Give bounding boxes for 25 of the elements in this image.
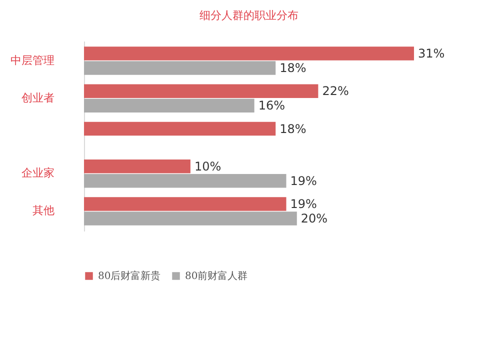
data-label: 20% (300, 211, 328, 226)
y-tick-label: 创业者 (22, 91, 54, 104)
data-label: 31% (418, 46, 445, 61)
bar (84, 61, 276, 75)
data-label: 19% (290, 197, 317, 212)
data-label: 18% (280, 60, 306, 75)
legend-label: 80前财富人群 (185, 270, 248, 282)
bar (84, 197, 286, 211)
legend-label: 80后财富新贵 (98, 270, 161, 282)
y-tick-label: 其他 (32, 204, 54, 218)
y-tick-label: 企业家 (22, 166, 54, 180)
data-label: 22% (322, 84, 349, 98)
bar (84, 98, 254, 112)
bar (84, 174, 286, 188)
bar (84, 212, 297, 226)
bar (84, 122, 276, 136)
data-label: 18% (280, 122, 306, 136)
y-tick-label: 中层管理 (10, 54, 54, 67)
bar (84, 46, 414, 60)
data-label: 10% (194, 159, 222, 174)
chart-title: 细分人群的职业分布 (200, 9, 298, 22)
bar (84, 160, 190, 174)
data-label: 16% (258, 98, 285, 113)
data-label: 19% (290, 174, 317, 188)
bar (84, 84, 318, 98)
